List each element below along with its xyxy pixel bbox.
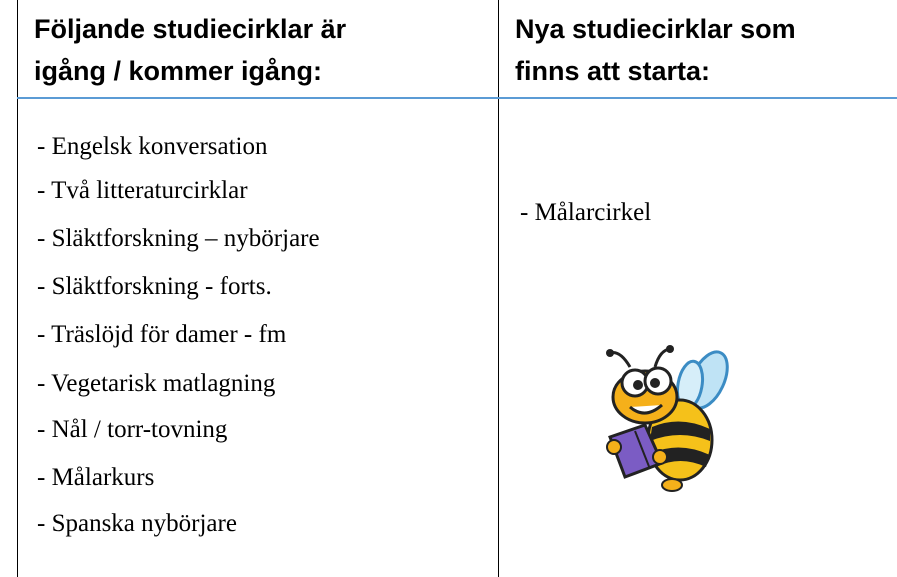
list-item: - Två litteraturcirklar xyxy=(37,177,248,204)
header-line: finns att starta: xyxy=(515,56,711,86)
header-separator xyxy=(17,97,897,99)
header-line: Följande studiecirklar är xyxy=(34,14,347,44)
list-item: - Vegetarisk matlagning xyxy=(37,370,276,397)
list-item: - Spanska nybörjare xyxy=(37,510,237,537)
column-header: Följande studiecirklar är igång / kommer… xyxy=(34,8,346,92)
list-item: - Engelsk konversation xyxy=(37,133,268,160)
list-item: - Träslöjd för damer - fm xyxy=(37,321,287,348)
list-item: - Släktforskning – nybörjare xyxy=(37,225,320,252)
header-line: Nya studiecirklar som xyxy=(515,14,796,44)
table-border-middle xyxy=(498,0,499,577)
table-border-left xyxy=(17,0,18,577)
list-item: - Nål / torr-tovning xyxy=(37,416,228,443)
list-item: - Målarcirkel xyxy=(520,199,652,226)
bee-illustration xyxy=(606,345,729,492)
header-line: igång / kommer igång: xyxy=(34,56,323,86)
list-item: - Släktforskning - forts. xyxy=(37,273,272,300)
list-item: - Målarkurs xyxy=(37,464,155,491)
column-header: Nya studiecirklar som finns att starta: xyxy=(515,8,796,92)
